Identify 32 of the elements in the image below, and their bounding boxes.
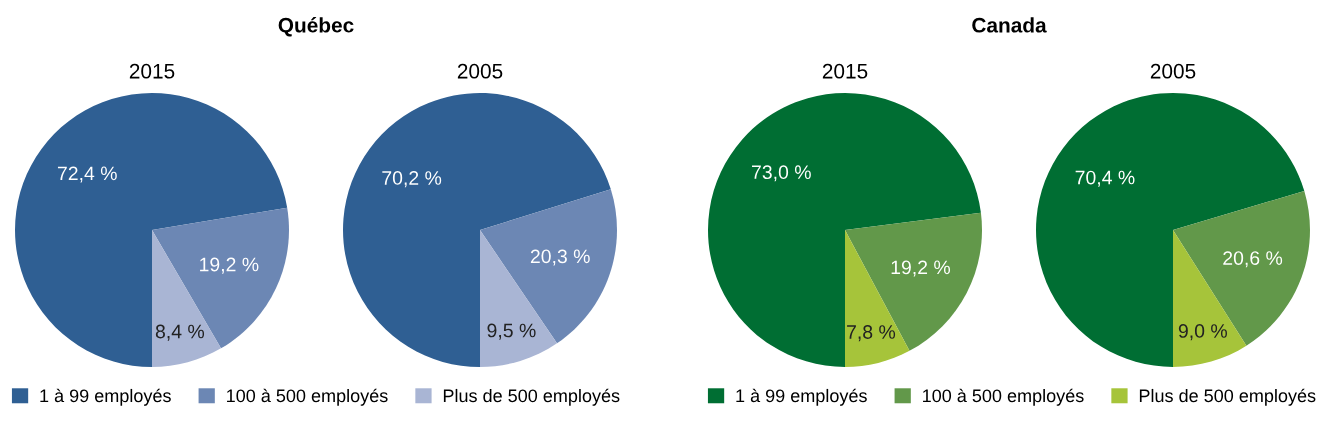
pie-slice [1173, 190, 1310, 346]
pie-slice [1036, 93, 1305, 367]
pie-slice [480, 189, 617, 344]
pie-slice [152, 207, 289, 349]
pie-slice [845, 212, 982, 351]
chart-title: 2005 [457, 63, 503, 79]
legend-label: 1 à 99 employés [736, 388, 867, 406]
chart-title: 2015 [822, 63, 868, 79]
data-label: 72,4 % [57, 166, 117, 183]
data-label: 73,0 % [752, 165, 811, 182]
data-label: 9,0 % [1178, 324, 1227, 341]
data-label: 7,8 % [847, 325, 896, 342]
data-label: 20,6 % [1223, 251, 1283, 268]
chart-title: 2005 [1150, 63, 1196, 79]
data-label: 70,4 % [1075, 170, 1135, 187]
data-label: 19,2 % [200, 257, 259, 274]
data-label: 19,2 % [891, 260, 951, 277]
data-label: 70,2 % [382, 171, 442, 188]
data-label: 8,4 % [155, 324, 205, 341]
pie-slice [343, 93, 611, 367]
legend-label: Plus de 500 employés [1139, 388, 1316, 406]
legend-label: Plus de 500 employés [443, 388, 620, 406]
data-label: 20,3 % [530, 249, 590, 266]
text: Québec [278, 17, 354, 37]
legend-label: 1 à 99 employés [40, 388, 171, 406]
pie-slice [708, 93, 981, 367]
legend-label: 100 à 500 employés [227, 388, 388, 406]
data-label: 9,5 % [487, 323, 536, 340]
pie-slice [15, 93, 288, 367]
legend-label: 100 à 500 employés [923, 388, 1084, 406]
chart-title: 2015 [129, 63, 175, 79]
text: Canada [972, 17, 1047, 33]
